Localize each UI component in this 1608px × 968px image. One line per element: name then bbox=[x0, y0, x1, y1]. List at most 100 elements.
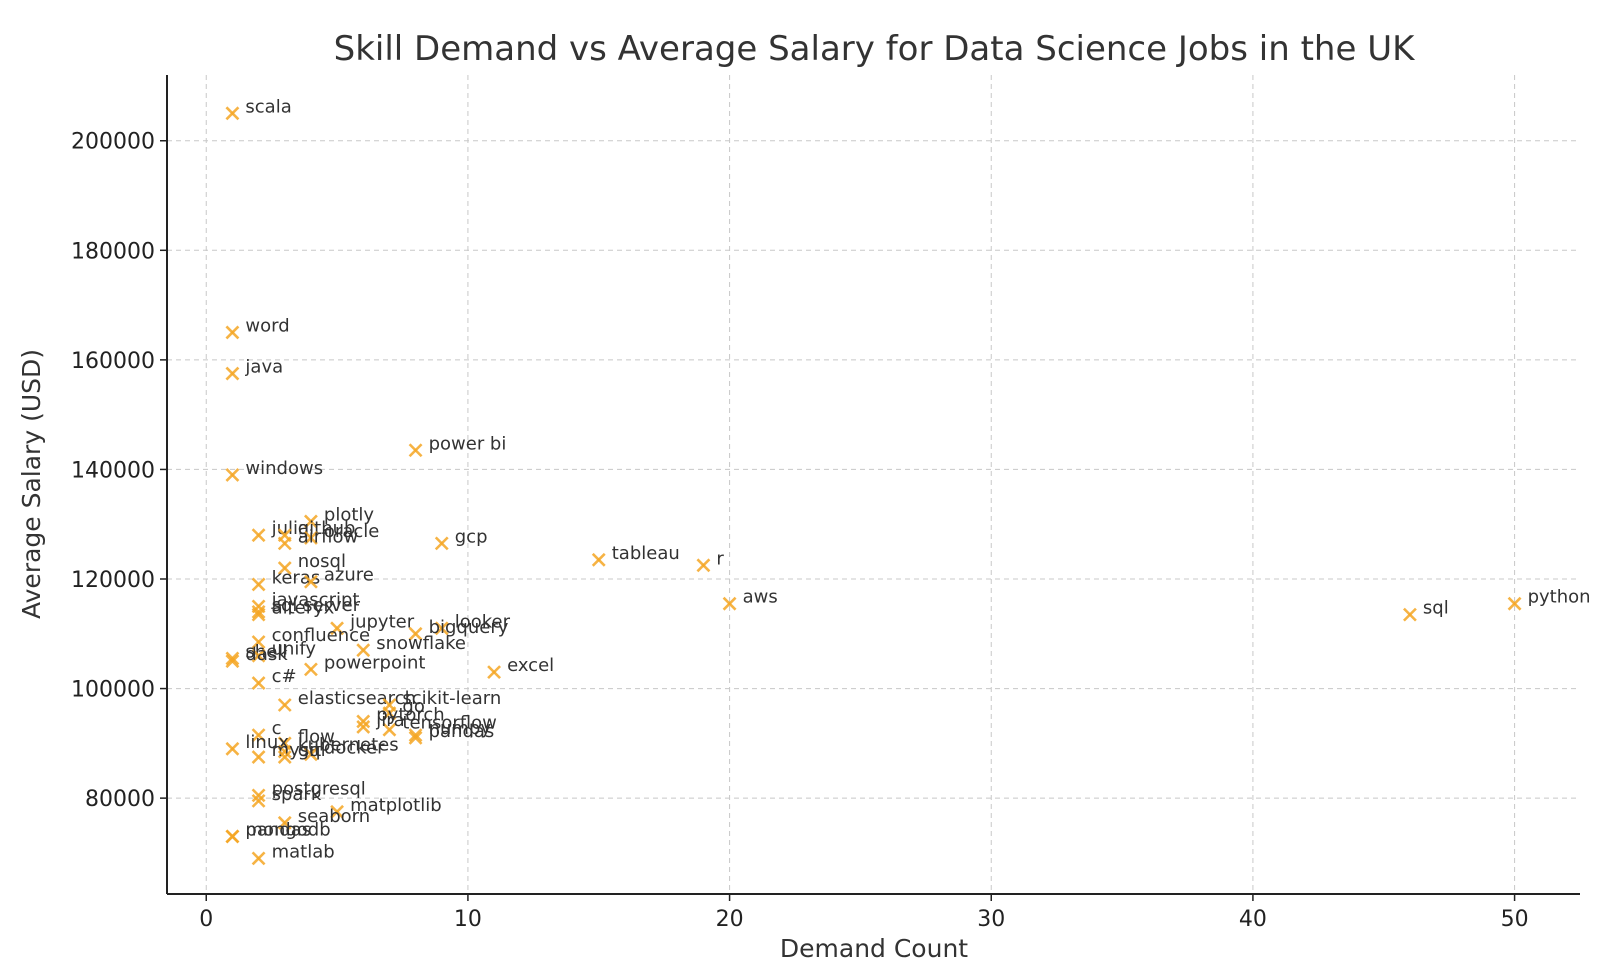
y-tick-label: 100000 bbox=[71, 678, 155, 703]
point-label: java bbox=[244, 357, 283, 378]
point-marker-stroke bbox=[277, 536, 292, 551]
point-label: github bbox=[298, 518, 356, 539]
data-point bbox=[487, 665, 502, 680]
data-point bbox=[251, 793, 266, 808]
point-label: git bbox=[298, 740, 321, 761]
point-label: seaborn bbox=[298, 806, 370, 827]
point-label: jira bbox=[375, 710, 404, 731]
point-marker-stroke bbox=[330, 804, 345, 819]
data-point bbox=[277, 750, 292, 764]
point-marker-stroke bbox=[277, 750, 292, 764]
data-point bbox=[251, 528, 266, 543]
point-marker-stroke bbox=[1402, 607, 1417, 622]
point-label: docker bbox=[324, 737, 385, 758]
x-tick-label: 50 bbox=[1501, 907, 1529, 932]
y-tick-label: 120000 bbox=[71, 568, 155, 593]
point-label: matlab bbox=[272, 841, 335, 862]
data-point bbox=[356, 714, 371, 729]
data-point bbox=[251, 604, 266, 619]
point-label: airflow bbox=[298, 526, 359, 547]
grid-layer bbox=[167, 75, 1580, 894]
point-marker-stroke bbox=[277, 698, 292, 712]
point-marker-stroke bbox=[251, 577, 266, 592]
data-point bbox=[303, 662, 318, 677]
point-label: alteryx bbox=[272, 598, 335, 619]
point-label: r bbox=[716, 548, 724, 569]
point-label: aws bbox=[743, 587, 778, 608]
x-tick-label: 40 bbox=[1239, 907, 1267, 932]
point-label: sql bbox=[1423, 598, 1449, 619]
point-label: tensorflow bbox=[402, 713, 496, 734]
data-point bbox=[277, 561, 292, 575]
point-marker-stroke bbox=[303, 514, 318, 529]
data-point bbox=[225, 829, 240, 844]
data-point bbox=[277, 536, 292, 551]
data-point bbox=[408, 626, 423, 641]
point-label: snowflake bbox=[376, 633, 466, 654]
data-point bbox=[408, 443, 423, 458]
point-label: postgresql bbox=[272, 778, 366, 799]
point-marker-stroke bbox=[225, 366, 240, 381]
point-marker-stroke bbox=[251, 851, 266, 866]
y-tick-label: 180000 bbox=[71, 239, 155, 264]
point-marker-stroke bbox=[251, 648, 266, 663]
y-tick-label: 140000 bbox=[71, 458, 155, 483]
point-marker-stroke bbox=[434, 621, 449, 636]
point-marker-stroke bbox=[277, 815, 292, 830]
point-label: pytorch bbox=[376, 704, 444, 725]
point-label: jupyter bbox=[349, 611, 415, 632]
y-tick-label: 80000 bbox=[85, 787, 155, 812]
data-point bbox=[251, 607, 266, 622]
point-marker-stroke bbox=[225, 325, 240, 340]
point-marker-stroke bbox=[225, 654, 240, 669]
point-label: plotly bbox=[324, 504, 374, 525]
data-point bbox=[277, 815, 292, 830]
y-tick-label: 200000 bbox=[71, 130, 155, 155]
data-point bbox=[303, 530, 318, 545]
x-tick-label: 20 bbox=[716, 907, 744, 932]
point-marker-stroke bbox=[251, 788, 266, 803]
point-label: excel bbox=[507, 655, 554, 676]
point-marker-stroke bbox=[277, 744, 292, 759]
point-label: bigquery bbox=[429, 617, 509, 638]
data-point bbox=[696, 558, 711, 573]
data-point bbox=[251, 676, 266, 691]
point-label: mongodb bbox=[245, 819, 330, 840]
point-label: powerpoint bbox=[324, 652, 426, 673]
data-point bbox=[225, 741, 240, 756]
point-marker-stroke bbox=[303, 530, 318, 545]
point-marker-stroke bbox=[225, 106, 240, 121]
point-marker-stroke bbox=[1507, 596, 1522, 611]
point-label: c# bbox=[272, 666, 297, 687]
data-point bbox=[225, 106, 240, 121]
data-point bbox=[434, 621, 449, 636]
point-marker-stroke bbox=[303, 747, 318, 762]
point-marker-stroke bbox=[356, 643, 371, 658]
data-point bbox=[382, 722, 397, 737]
point-marker-stroke bbox=[303, 662, 318, 677]
point-marker-stroke bbox=[487, 665, 502, 680]
point-label: windows bbox=[245, 458, 323, 479]
point-marker-stroke bbox=[696, 558, 711, 573]
data-point bbox=[1402, 607, 1417, 622]
point-label: spark bbox=[272, 784, 322, 805]
point-label: matplotlib bbox=[350, 795, 442, 816]
data-point bbox=[330, 621, 345, 636]
x-tick-label: 10 bbox=[454, 907, 482, 932]
data-point bbox=[408, 728, 423, 743]
point-marker-stroke bbox=[225, 741, 240, 756]
point-marker-stroke bbox=[251, 750, 266, 764]
point-marker-stroke bbox=[434, 536, 449, 551]
x-tick-label: 0 bbox=[199, 907, 213, 932]
y-axis-label: Average Salary (USD) bbox=[17, 349, 46, 619]
point-label: numpy bbox=[429, 718, 492, 739]
point-marker-stroke bbox=[382, 706, 397, 721]
point-marker-stroke bbox=[251, 604, 266, 619]
point-marker-stroke bbox=[356, 714, 371, 729]
data-point bbox=[591, 552, 606, 567]
data-point bbox=[225, 325, 240, 340]
point-marker-stroke bbox=[408, 626, 423, 641]
data-point bbox=[251, 577, 266, 592]
data-point bbox=[722, 596, 737, 611]
